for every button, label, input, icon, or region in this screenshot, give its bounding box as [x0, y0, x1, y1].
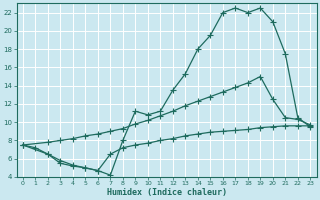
X-axis label: Humidex (Indice chaleur): Humidex (Indice chaleur) [107, 188, 227, 197]
